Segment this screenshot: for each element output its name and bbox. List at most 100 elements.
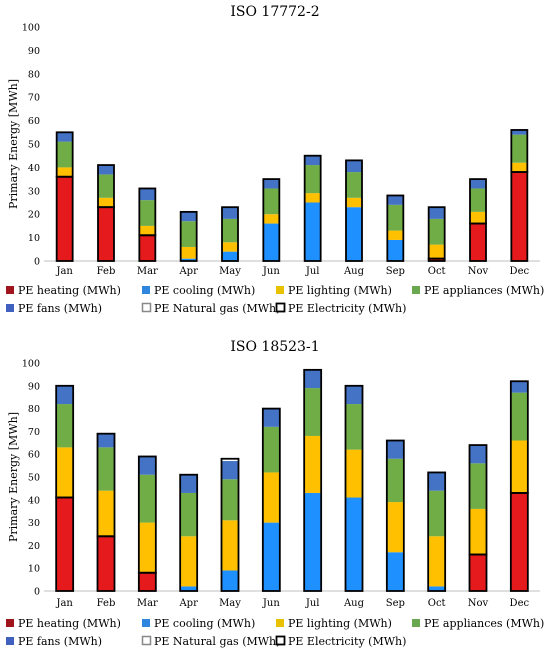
bar-segment [345, 404, 363, 450]
legend-label: PE fans (MWh) [18, 635, 102, 648]
bar-segment [386, 440, 404, 459]
bar-segment [221, 570, 239, 591]
legend: PE heating (MWh) PE cooling (MWh) PE light… [6, 617, 544, 648]
bar-segment [511, 134, 528, 163]
legend-swatch [141, 302, 152, 313]
bar-segment [428, 490, 446, 537]
bar-segment [138, 474, 156, 523]
electricity-outline [261, 407, 281, 592]
y-tick-label: 0 [34, 257, 40, 268]
bar-segment [56, 132, 73, 142]
x-tick-label: Jan [55, 598, 73, 609]
bar-segment [346, 207, 362, 261]
x-tick-label: Aug [343, 266, 365, 277]
x-tick-label: Mar [137, 598, 158, 609]
bar-segment [138, 522, 156, 573]
bar-segment [56, 404, 74, 448]
bar-segment [180, 536, 198, 587]
bar-segment [304, 193, 321, 203]
y-tick-label: 10 [28, 233, 40, 244]
bar-segment [387, 195, 404, 205]
legend-swatch [412, 619, 420, 627]
x-tick-label: Nov [468, 598, 489, 609]
y-axis-label: Primary Energy [MWh] [7, 79, 20, 209]
legend-label: PE lighting (MWh) [288, 617, 392, 630]
bar-segment [98, 165, 114, 175]
legend-swatch [6, 304, 14, 312]
electricity-outline [386, 194, 405, 262]
bar-segment [221, 479, 239, 521]
bar-segment [386, 552, 404, 591]
bar-segment [345, 497, 363, 591]
bar-segment [139, 200, 156, 226]
x-tick-label: Jul [305, 598, 320, 609]
y-tick-label: 50 [28, 473, 40, 484]
x-tick-label: Dec [510, 598, 530, 609]
bar-segment [511, 129, 528, 135]
bar-segment [221, 461, 239, 480]
legend-swatch [6, 286, 14, 294]
y-axis-label: Primary Energy [MWh] [7, 412, 20, 542]
bar-segment [304, 165, 321, 194]
x-tick-label: Jul [305, 266, 320, 277]
legend-swatch [6, 637, 14, 645]
bar-segment [470, 223, 486, 261]
bar-segment [345, 385, 363, 405]
bar-segment [428, 218, 445, 245]
legend-label: PE appliances (MWh) [424, 284, 544, 297]
electricity-outline [509, 380, 529, 494]
y-tick-label: 40 [28, 495, 40, 506]
bar-segment [98, 207, 114, 261]
bar-segment [470, 188, 486, 212]
bar-segment [510, 492, 528, 591]
legend-swatch [141, 635, 152, 646]
y-tick-label: 20 [28, 541, 40, 552]
bar-segment [56, 385, 74, 405]
chart-panel-2: ISO 18523-1 0 10 20 30 40 50 60 70 80 90 100 Primary… [6, 339, 544, 648]
legend: PE heating (MWh) PE cooling (MWh) PE light… [6, 284, 544, 315]
bar-segment [222, 251, 238, 261]
bar-segment [346, 172, 362, 198]
electricity-outline [137, 455, 157, 574]
electricity-outline [303, 368, 323, 592]
bar-segment [262, 522, 280, 591]
bar-segment [428, 258, 445, 261]
bar-segment [304, 435, 322, 493]
bar-segment [387, 239, 404, 261]
electricity-outline [97, 164, 115, 209]
legend-swatch [6, 619, 14, 627]
legend-label: PE Electricity (MWh) [288, 302, 406, 315]
x-tick-label: Jun [262, 598, 280, 609]
bar-segment [97, 490, 115, 537]
legend-swatch [412, 286, 420, 294]
chart-title: ISO 18523-1 [230, 339, 319, 355]
bar-segment [56, 167, 73, 177]
electricity-outline [221, 206, 239, 262]
bar-segment [510, 392, 528, 441]
electricity-outline [138, 187, 157, 237]
bar-segment [262, 408, 280, 427]
bar-segment [386, 458, 404, 503]
bar-segment [262, 426, 280, 473]
electricity-outline [262, 178, 281, 262]
bar-segment [262, 472, 280, 523]
bar-segment [511, 162, 528, 173]
legend-label: PE lighting (MWh) [288, 284, 392, 297]
electricity-outline [427, 471, 447, 592]
bar-segment [387, 204, 404, 231]
bar-segment [180, 492, 198, 537]
bar-segment [387, 230, 404, 240]
bar-segment [139, 235, 156, 261]
electricity-outline [345, 159, 363, 262]
bar-segment [180, 211, 197, 222]
x-tick-label: Sep [386, 598, 405, 609]
bar-segment [470, 179, 486, 189]
bar-segment [346, 160, 362, 173]
y-tick-label: 100 [22, 359, 40, 370]
bar-segment [469, 445, 487, 464]
bar-segment [56, 141, 73, 168]
y-tick-label: 100 [22, 23, 40, 34]
bar-segment [511, 172, 528, 261]
bar-segment [469, 508, 487, 555]
